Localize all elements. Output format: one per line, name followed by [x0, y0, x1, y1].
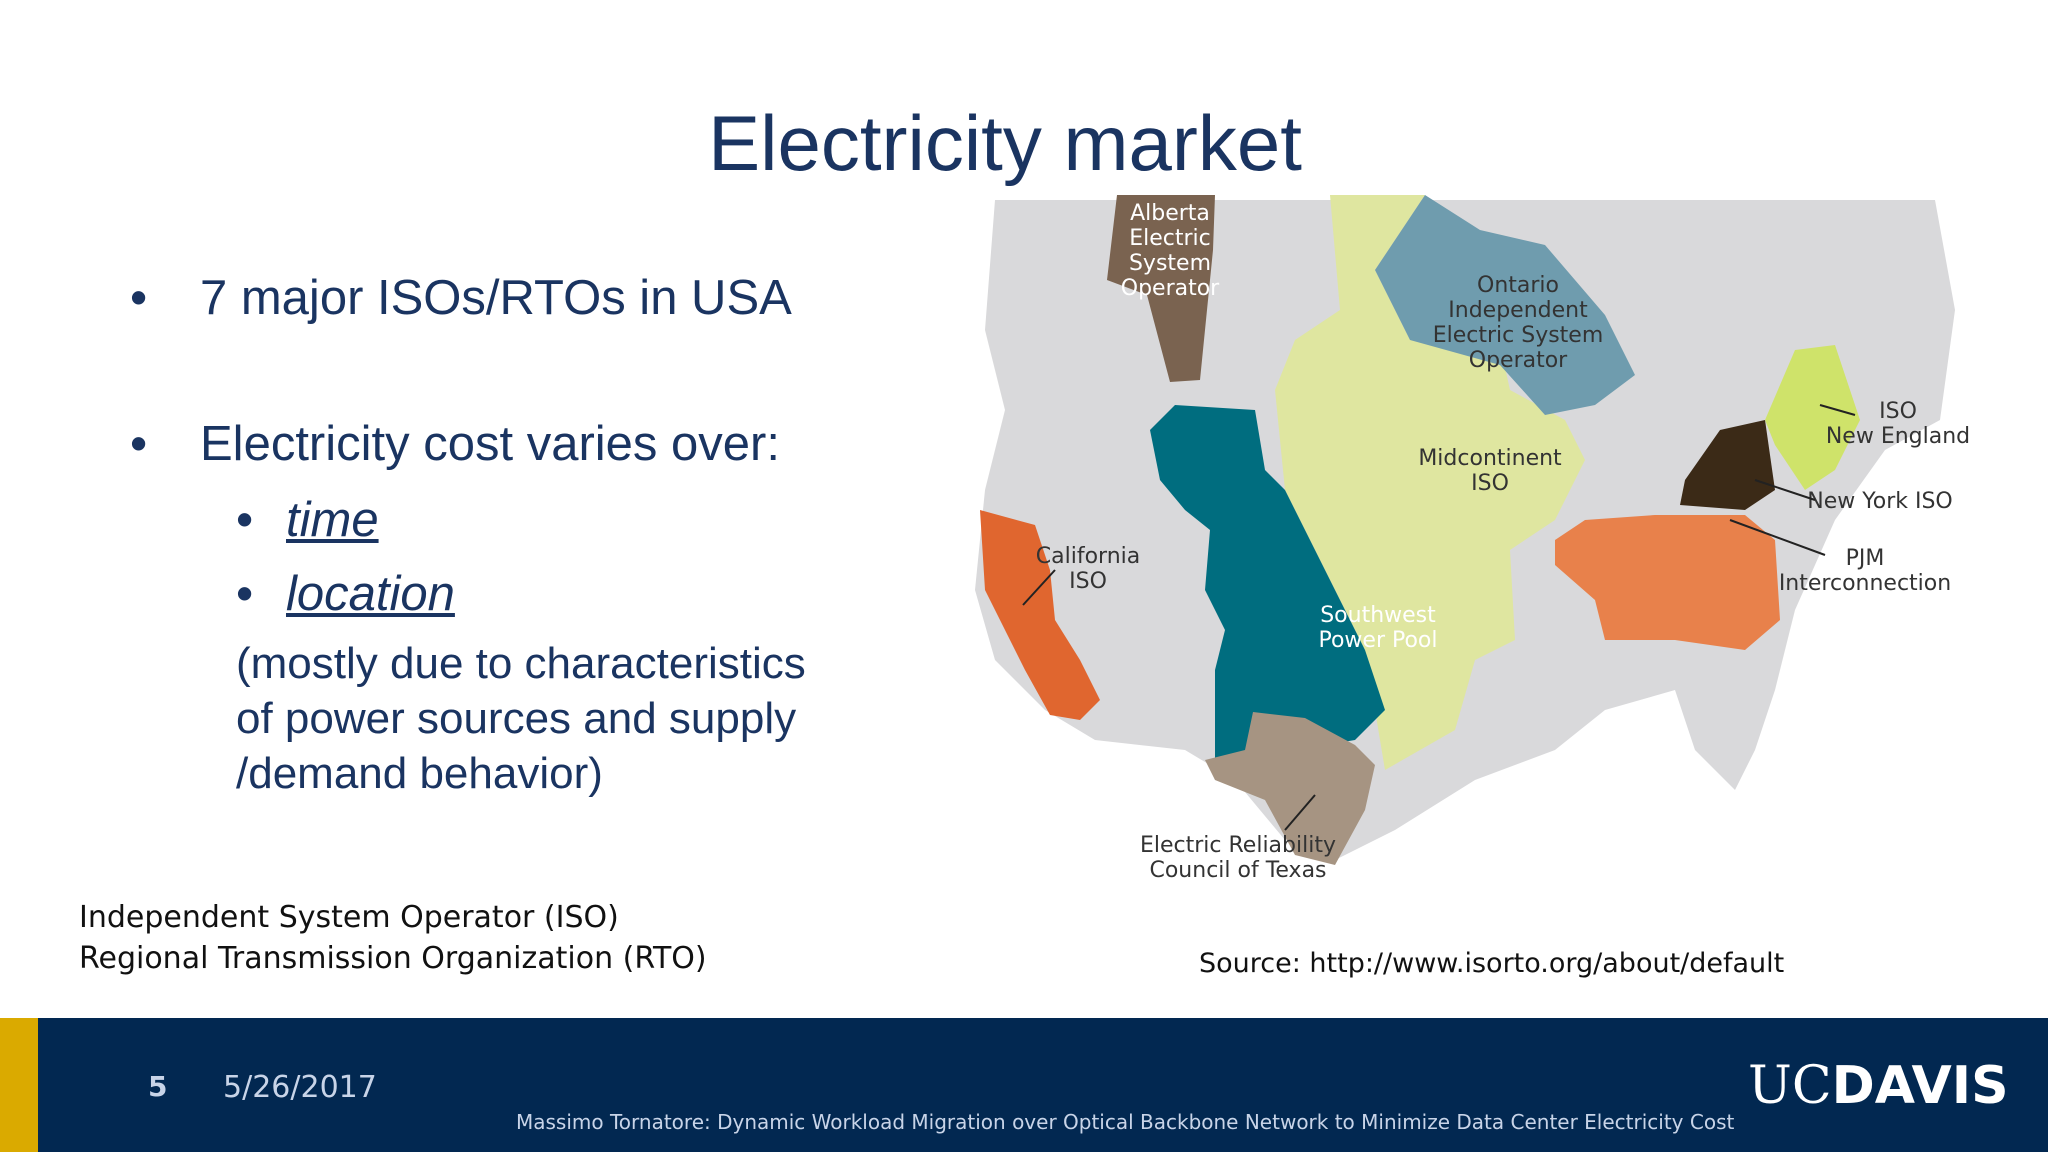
alberta-label: Alberta [1130, 201, 1210, 226]
nyiso-label: New York ISO [1807, 489, 1953, 514]
pjm-label: PJM [1846, 546, 1885, 571]
region-ontario [1375, 195, 1635, 415]
logo-davis: DAVIS [1831, 1056, 2009, 1116]
ontario-label: Independent [1448, 298, 1588, 323]
region-ercot [1205, 712, 1375, 865]
pjm-label: Interconnection [1779, 571, 1951, 596]
slide-title: Electricity market [708, 99, 1302, 187]
bullet-text: Electricity cost varies over: [200, 417, 780, 471]
source-citation: Source: http://www.isorto.org/about/defa… [1199, 948, 1785, 979]
bullet-marker: • [236, 567, 254, 621]
acronym-definitions: Independent System Operator (ISO) Region… [79, 897, 707, 979]
ontario-label: Electric System [1433, 323, 1604, 348]
ercot-label: Electric Reliability [1140, 833, 1336, 858]
note-line: (mostly due to characteristics [236, 639, 806, 688]
alberta-label: Electric [1129, 226, 1211, 251]
sub-bullet-link-time[interactable]: time [286, 493, 379, 547]
ercot-label: Council of Texas [1149, 858, 1326, 883]
sub-bullet-link-location[interactable]: location [286, 567, 455, 621]
alberta-label: System [1129, 251, 1211, 276]
bullet-marker: • [236, 493, 254, 547]
california-label: California [1036, 544, 1140, 569]
logo-uc: UC [1748, 1056, 1832, 1116]
region-new-york-iso [1680, 420, 1775, 510]
region-alberta [1107, 195, 1215, 382]
note-line: /demand behavior) [236, 749, 603, 798]
ontario-label: Ontario [1477, 273, 1559, 298]
region-iso-new-england [1765, 345, 1860, 490]
leader-line [1819, 404, 1856, 416]
leader-line [1754, 479, 1816, 501]
footer-bar: 5 5/26/2017 Massimo Tornatore: Dynamic W… [0, 1018, 2048, 1152]
ontario-label: Operator [1469, 348, 1568, 373]
iso-ne-label: New England [1826, 424, 1970, 449]
bullet-marker: • [130, 271, 148, 325]
footer-caption: Massimo Tornatore: Dynamic Workload Migr… [516, 1110, 1735, 1134]
spp-label: Southwest [1320, 603, 1436, 628]
leader-line [1022, 569, 1056, 606]
definition-line: Regional Transmission Organization (RTO) [79, 941, 707, 976]
iso-ne-label: ISO [1879, 399, 1917, 424]
midcontinent-label: ISO [1471, 471, 1509, 496]
slide-date: 5/26/2017 [223, 1070, 377, 1105]
page-number: 5 [148, 1070, 168, 1103]
alberta-label: Operator [1121, 276, 1220, 301]
definition-line: Independent System Operator (ISO) [79, 900, 619, 935]
region-pjm [1555, 515, 1780, 650]
footer-accent [0, 1018, 38, 1152]
region-southwest-power-pool [1150, 405, 1385, 760]
leader-line [1729, 519, 1826, 556]
region-california-iso [980, 510, 1100, 720]
midcontinent-label: Midcontinent [1418, 446, 1562, 471]
ucdavis-logo: UCDAVIS [1748, 1056, 2009, 1116]
note-text: (mostly due to characteristics of power … [236, 636, 876, 801]
bullet-marker: • [130, 417, 148, 471]
leader-line [1284, 794, 1316, 831]
note-line: of power sources and supply [236, 694, 797, 743]
bullet-text: 7 major ISOs/RTOs in USA [200, 271, 792, 325]
california-label: ISO [1069, 569, 1107, 594]
region-midcontinent [1275, 195, 1585, 770]
iso-rto-map: Alberta Electric System Operator Ontario Ind… [975, 195, 1970, 883]
spp-label: Power Pool [1318, 628, 1437, 653]
